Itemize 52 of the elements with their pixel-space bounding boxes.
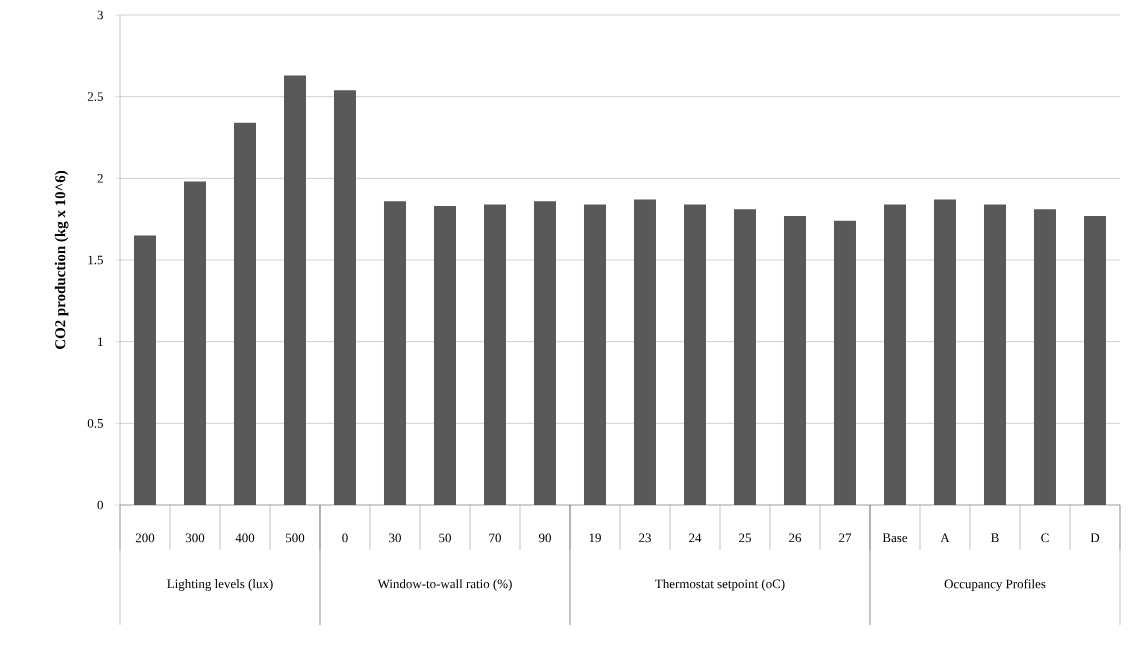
y-axis-title: CO2 production (kg x 10^6) [54, 170, 69, 349]
bar [683, 204, 706, 505]
y-tick-label: 1.5 [88, 255, 103, 265]
x-tick-label: B [991, 533, 999, 543]
x-tick-label: 27 [839, 533, 852, 543]
x-tick-label: 26 [789, 533, 802, 543]
y-tick-label: 3 [97, 10, 103, 20]
x-tick-label: 70 [489, 533, 501, 543]
x-tick-label: 50 [439, 533, 451, 543]
x-tick-label: 23 [639, 533, 651, 543]
bar [933, 199, 956, 505]
x-tick-label: 24 [689, 533, 702, 543]
text: Occupancy Profiles [944, 579, 1046, 591]
y-tick-label: 0 [97, 500, 103, 510]
bar [334, 90, 356, 505]
bar [1083, 215, 1106, 505]
bar [184, 181, 206, 505]
y-tick-label: 0.5 [87, 418, 103, 428]
x-tick-label: 400 [235, 533, 255, 543]
text: Window-to-wall ratio (%) [377, 579, 512, 591]
bar [983, 204, 1006, 505]
bar [533, 201, 556, 505]
x-tick-label: D [1090, 533, 1100, 543]
text: Thermostat setpoint (oC) [655, 579, 785, 591]
bar [434, 206, 456, 505]
x-tick-label: 25 [739, 533, 751, 543]
bar [134, 235, 156, 505]
x-tick-label: 19 [589, 533, 601, 543]
bar [783, 215, 806, 505]
bar [883, 204, 906, 505]
x-tick-label: 500 [286, 533, 305, 543]
y-tick-label: 2 [97, 174, 103, 183]
bar [234, 122, 256, 505]
x-tick-label: Base [882, 533, 908, 543]
bar [733, 209, 756, 505]
x-tick-label: 200 [135, 533, 155, 543]
y-tick-label: 2.5 [87, 92, 103, 102]
bar [583, 204, 606, 505]
text: Lighting levels (lux) [167, 579, 273, 591]
bar [483, 204, 506, 505]
x-tick-label: A [940, 533, 950, 543]
x-tick-label: 30 [389, 533, 401, 543]
y-tick-label: 1 [98, 337, 103, 346]
x-tick-label: 90 [538, 533, 551, 543]
bar [633, 199, 656, 505]
bar [384, 201, 406, 505]
x-tick-label: 300 [185, 533, 205, 543]
bar [284, 75, 306, 505]
x-tick-label: 0 [342, 533, 348, 543]
x-tick-label: C [1041, 533, 1049, 543]
bar [1033, 209, 1056, 505]
bar [833, 220, 856, 505]
